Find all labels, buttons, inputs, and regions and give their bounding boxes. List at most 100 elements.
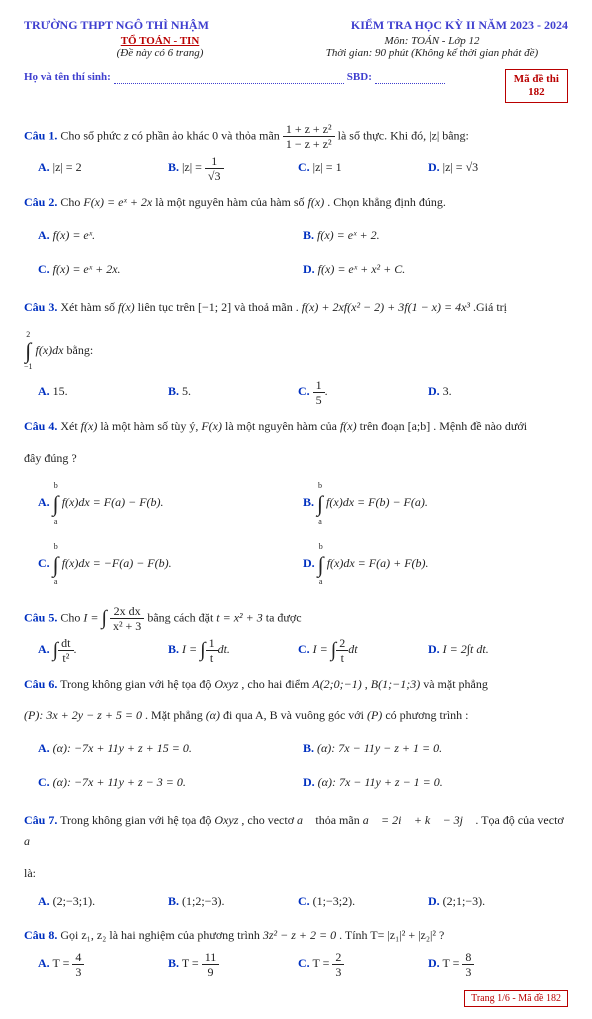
q6-line2: (P): 3x + 2y − z + 5 = 0 . Mặt phẳng (α)… bbox=[24, 705, 568, 727]
q5-opt-c: C. I = ∫2tdt bbox=[298, 636, 428, 664]
q8-D-pre: T = bbox=[442, 956, 462, 970]
q5-post: ta được bbox=[266, 610, 302, 624]
q4-pre: Xét bbox=[60, 419, 80, 433]
q4-ab: [a;b] bbox=[408, 419, 431, 433]
q5-opt-a: A. ∫dtt². bbox=[38, 636, 168, 664]
q8-C-de: 3 bbox=[332, 965, 344, 978]
q6-mid3: và mặt phẳng bbox=[423, 677, 488, 691]
q8-mid: . Tính T= |z₁|² + |z₂|² ? bbox=[339, 928, 444, 942]
q7-mid2: thỏa mãn bbox=[315, 813, 362, 827]
q3-opt-b: B. 5. bbox=[168, 378, 298, 406]
q4-A: f(x)dx = F(a) − F(b). bbox=[62, 496, 164, 510]
q4-C-l: C. bbox=[38, 556, 50, 570]
q5-B-post: dt. bbox=[218, 642, 230, 656]
q3-post: .Giá trị bbox=[473, 300, 507, 314]
q1-post: là số thực. Khi đó, |z| bằng: bbox=[338, 129, 469, 143]
q4-opt-b: B. b∫a f(x)dx = F(b) − F(a). bbox=[303, 473, 568, 534]
q6-post: có phương trình : bbox=[385, 708, 468, 722]
q8-D-frac: 83 bbox=[462, 951, 474, 978]
student-info: Họ và tên thí sinh: SBD: bbox=[24, 69, 445, 84]
q1-frac-nu: 1 + z + z² bbox=[283, 123, 335, 137]
q6-mid4: . Mặt phẳng bbox=[145, 708, 206, 722]
q2-post: . Chọn khẳng định đúng. bbox=[327, 195, 446, 209]
q8-D-nu: 8 bbox=[462, 951, 474, 965]
footer-box: Trang 1/6 - Mã đề 182 bbox=[464, 990, 568, 1007]
q8-label: Câu 8. bbox=[24, 928, 57, 942]
q1-z: z bbox=[124, 129, 129, 143]
q2-opt-d: D. f(x) = eˣ + x² + C. bbox=[303, 252, 568, 286]
q8-A-l: A. bbox=[38, 956, 50, 970]
q1-mid: có phần ảo khác 0 và thỏa mãn bbox=[132, 129, 283, 143]
q3-B: 5. bbox=[182, 384, 191, 398]
q5-opt-b: B. I = ∫1tdt. bbox=[168, 636, 298, 664]
time-line: Thời gian: 90 phút (Không kể thời gian p… bbox=[296, 47, 568, 59]
q4-f: f(x) bbox=[81, 419, 98, 433]
exam-code-box: Mã đề thi 182 bbox=[505, 69, 568, 103]
q8-C-l: C. bbox=[298, 956, 310, 970]
q3-int-body: f(x)dx bbox=[36, 343, 64, 357]
q1-fraction: 1 + z + z² 1 − z + z² bbox=[283, 123, 335, 150]
question-8: Câu 8. Gọi z₁, z₂ là hai nghiệm của phươ… bbox=[24, 925, 568, 947]
q5-A-post: . bbox=[74, 642, 77, 656]
q6-mid1: , cho hai điểm bbox=[241, 677, 312, 691]
q1-opt-a: A. |z| = 2 bbox=[38, 154, 168, 182]
q7-label: Câu 7. bbox=[24, 813, 57, 827]
q5-B-l: B. bbox=[168, 642, 179, 656]
q2-B-l: B. bbox=[303, 228, 314, 242]
q2-pre: Cho bbox=[60, 195, 83, 209]
q2-opt-c: C. f(x) = eˣ + 2x. bbox=[38, 252, 303, 286]
q5-nu: 2x dx bbox=[110, 605, 144, 619]
q3-D: 3. bbox=[443, 384, 452, 398]
q1-D: |z| = √3 bbox=[443, 160, 478, 174]
q7-mid1: , cho vectơ bbox=[241, 813, 297, 827]
q1-text: Cho số phức bbox=[60, 129, 124, 143]
q4-B: f(x)dx = F(b) − F(a). bbox=[326, 496, 428, 510]
q5-int-sym: ∫ bbox=[101, 613, 106, 623]
subject-block: Môn: TOÁN - Lớp 12 Thời gian: 90 phút (K… bbox=[296, 35, 568, 59]
q5-C-l: C. bbox=[298, 642, 310, 656]
q6-D: (α): 7x − 11y + z − 1 = 0. bbox=[318, 775, 443, 789]
q4-B-sym: ∫ bbox=[317, 495, 323, 513]
q4-A-int: b∫a bbox=[53, 477, 59, 530]
q8-A-pre: T = bbox=[52, 956, 72, 970]
q8-pre: Gọi z₁, z₂ là hai nghiệm của phương trìn… bbox=[60, 928, 263, 942]
q7-A-l: A. bbox=[38, 894, 50, 908]
q1-opt-b: B. |z| = 1√3 bbox=[168, 154, 298, 182]
q4-D-sym: ∫ bbox=[318, 556, 324, 574]
q3-opt-d: D. 3. bbox=[428, 378, 558, 406]
q2-opt-b: B. f(x) = eˣ + 2. bbox=[303, 218, 568, 252]
q3-C-post: . bbox=[325, 384, 328, 398]
q7-eq: a⃗ = 2i⃗ + k⃗ − 3j⃗ bbox=[363, 813, 473, 827]
q8-opt-a: A. T = 43 bbox=[38, 950, 168, 978]
q1-A-l: A. bbox=[38, 160, 50, 174]
name-label: Họ và tên thí sinh: bbox=[24, 71, 111, 83]
q2-mid: là một nguyên hàm của hàm số bbox=[155, 195, 307, 209]
q7-options: A. (2;−3;1). B. (1;2;−3). C. (1;−3;2). D… bbox=[38, 888, 568, 914]
q5-A-de: t² bbox=[58, 651, 73, 664]
q7-C: (1;−3;2). bbox=[313, 894, 355, 908]
q7-A: (2;−3;1). bbox=[53, 894, 95, 908]
q3-label: Câu 3. bbox=[24, 300, 57, 314]
header-row2: TỔ TOÁN - TIN (Đề này có 6 trang) Môn: T… bbox=[24, 35, 568, 59]
q1-options: A. |z| = 2 B. |z| = 1√3 C. |z| = 1 D. |z… bbox=[38, 154, 568, 182]
q8-A-nu: 4 bbox=[72, 951, 84, 965]
code-label: Mã đề thi bbox=[514, 73, 559, 86]
q4-A-l: A. bbox=[38, 496, 50, 510]
sbd-input-line[interactable] bbox=[375, 83, 445, 84]
school-name: TRƯỜNG THPT NGÔ THÌ NHẬM bbox=[24, 18, 209, 33]
q6-P2: (P) bbox=[367, 708, 382, 722]
q3-A: 15. bbox=[53, 384, 68, 398]
q4-C-sym: ∫ bbox=[53, 556, 59, 574]
exam-title: KIỂM TRA HỌC KỲ II NĂM 2023 - 2024 bbox=[351, 18, 568, 33]
q1-opt-c: C. |z| = 1 bbox=[298, 154, 428, 182]
q6-mid5: đi qua A, B và vuông góc với bbox=[223, 708, 367, 722]
question-5: Câu 5. Cho I = ∫ 2x dxx² + 3 bằng cách đ… bbox=[24, 605, 568, 632]
q5-opt-d: D. I = 2∫t dt. bbox=[428, 636, 558, 664]
q7-opt-d: D. (2;1;−3). bbox=[428, 888, 558, 914]
q1-C-l: C. bbox=[298, 160, 310, 174]
name-input-line[interactable] bbox=[114, 83, 344, 84]
q3-int-bot: −1 bbox=[24, 360, 33, 374]
q2-A: f(x) = eˣ. bbox=[53, 228, 95, 242]
q2-options: A. f(x) = eˣ. B. f(x) = eˣ + 2. C. f(x) … bbox=[38, 218, 568, 287]
q4-D-l: D. bbox=[303, 556, 315, 570]
